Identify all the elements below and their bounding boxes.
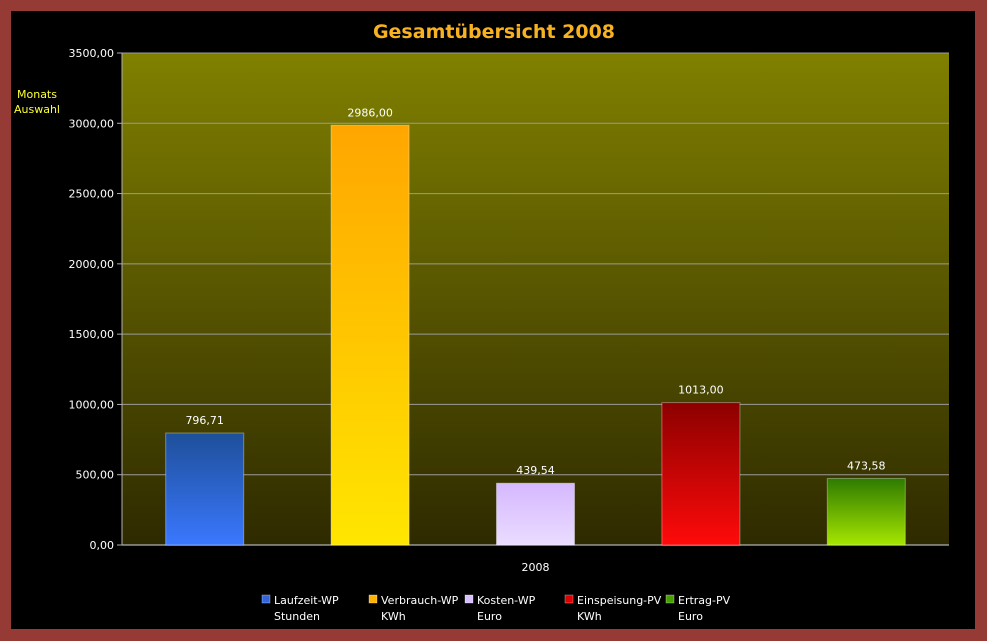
bar bbox=[496, 482, 575, 546]
legend-label: Einspeisung-PV bbox=[577, 594, 662, 607]
legend-label: Euro bbox=[477, 610, 502, 623]
legend-label: Euro bbox=[678, 610, 703, 623]
data-label: 796,71 bbox=[185, 414, 224, 427]
x-category-label: 2008 bbox=[522, 561, 550, 574]
legend-swatch bbox=[564, 594, 574, 604]
data-label: 473,58 bbox=[847, 459, 886, 472]
data-label: 2986,00 bbox=[347, 106, 393, 119]
bar bbox=[826, 477, 906, 546]
y-tick-label: 1000,00 bbox=[69, 398, 115, 411]
legend-label: Kosten-WP bbox=[477, 594, 536, 607]
bar bbox=[165, 432, 245, 546]
chart-title: Gesamtübersicht 2008 bbox=[373, 21, 615, 43]
chart-frame: Gesamtübersicht 2008 Monats Auswahl 0,00 5… bbox=[11, 11, 975, 629]
bar bbox=[661, 402, 741, 546]
legend-item: Kosten-WP Euro bbox=[464, 594, 536, 623]
legend-swatch bbox=[665, 594, 675, 604]
legend-item: Laufzeit-WP Stunden bbox=[261, 594, 339, 623]
legend-swatch bbox=[261, 594, 271, 604]
legend-label: Verbrauch-WP bbox=[381, 594, 459, 607]
y-tick-label: 0,00 bbox=[90, 539, 115, 552]
side-label-line: Monats bbox=[17, 88, 57, 101]
legend-swatch bbox=[368, 594, 378, 604]
y-tick-label: 1500,00 bbox=[69, 328, 115, 341]
side-label: Monats Auswahl bbox=[14, 88, 60, 116]
y-tick-label: 3500,00 bbox=[69, 47, 115, 60]
y-tick-label: 3000,00 bbox=[69, 117, 115, 130]
x-axis: 2008 bbox=[522, 561, 550, 574]
y-tick-label: 500,00 bbox=[76, 469, 115, 482]
legend-label: KWh bbox=[381, 610, 406, 623]
legend-label: Stunden bbox=[274, 610, 320, 623]
plot-area bbox=[122, 53, 949, 545]
grid-lines bbox=[122, 52, 949, 546]
y-tick-label: 2000,00 bbox=[69, 258, 115, 271]
legend-label: KWh bbox=[577, 610, 602, 623]
data-label: 439,54 bbox=[516, 464, 555, 477]
bar-chart: Gesamtübersicht 2008 Monats Auswahl 0,00 5… bbox=[14, 21, 949, 623]
legend-label: Ertrag-PV bbox=[678, 594, 731, 607]
y-tick-label: 2500,00 bbox=[69, 188, 115, 201]
data-label: 1013,00 bbox=[678, 384, 724, 397]
legend-label: Laufzeit-WP bbox=[274, 594, 339, 607]
bars: 796,71 2986,00 439,54 1013,00 473,58 bbox=[165, 106, 906, 546]
legend-item: Ertrag-PV Euro bbox=[665, 594, 731, 623]
legend: Laufzeit-WP Stunden Verbrauch-WP KWh Kosten-… bbox=[261, 594, 731, 623]
legend-item: Verbrauch-WP KWh bbox=[368, 594, 459, 623]
y-axis: 0,00 500,00 1000,00 1500,00 2000,00 2500,00 30… bbox=[69, 47, 123, 552]
bar bbox=[330, 124, 410, 546]
legend-item: Einspeisung-PV KWh bbox=[564, 594, 662, 623]
side-label-line: Auswahl bbox=[14, 103, 60, 116]
legend-swatch bbox=[464, 594, 474, 604]
